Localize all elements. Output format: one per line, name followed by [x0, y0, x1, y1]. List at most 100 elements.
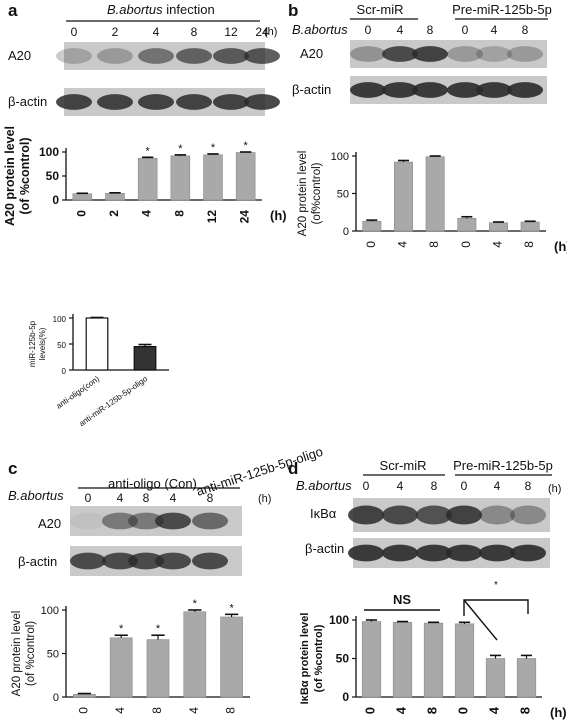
bar — [392, 622, 413, 698]
bar — [203, 154, 223, 201]
bar — [85, 317, 109, 371]
x-tick-label: 12 — [205, 210, 219, 224]
significance-star: * — [156, 623, 161, 635]
y-tick-label: 50 — [46, 169, 60, 183]
x-tick-label: 4 — [396, 241, 410, 248]
blot-band — [128, 552, 164, 570]
c-times-label: 8 — [143, 491, 150, 505]
x-tick-label: anti-oligo(con) — [54, 374, 101, 411]
x-tick-label: 8 — [172, 210, 186, 217]
significance-star: * — [178, 143, 183, 155]
panel-a: a B.abortus infection 0 2 4 8 12 24 (h) A20 β… — [8, 1, 280, 116]
sig-bracket-branch — [463, 599, 498, 641]
y-axis-label: levels(%) — [38, 327, 47, 360]
blot-band — [128, 512, 164, 530]
bar — [183, 611, 207, 698]
x-tick-label: 8 — [522, 241, 536, 248]
d-times-label: 8 — [431, 479, 438, 493]
y-axis-label: miR-125b-5p — [28, 320, 37, 367]
x-tick-label: 0 — [459, 241, 473, 248]
panel-b-group1: Scr-miR — [357, 2, 404, 17]
bar — [137, 157, 158, 201]
y-axis-label: A20 protein level — [297, 151, 309, 237]
chart-a: 0 50 100 A20 protein level (of %control) 0 2 * 4… — [3, 126, 287, 226]
d-times-label: 0 — [363, 479, 370, 493]
panel-a-blot-a20 — [56, 42, 280, 70]
panel-a-header: B.abortus infection — [107, 2, 215, 17]
x-tick-label: 8 — [150, 707, 164, 714]
b-times-label: 4 — [491, 23, 498, 37]
panel-a-row1-label: A20 — [8, 48, 31, 63]
y-axis-label: (of %control) — [18, 137, 32, 214]
bar — [362, 220, 382, 232]
blot-band — [446, 544, 482, 562]
panel-a-row2-label: β-actin — [8, 94, 47, 109]
panel-d-letter: d — [288, 459, 298, 478]
chart-c: 0 50 100 A20 protein level (of %control) 0 * 4 *… — [11, 598, 250, 714]
bar — [457, 217, 477, 232]
panel-b-times: 0 4 8 0 4 8 — [365, 23, 529, 37]
a-times-label: 2 — [112, 25, 119, 39]
y-tick-label: 100 — [53, 315, 67, 324]
blot-band — [213, 94, 249, 110]
blot-band — [155, 552, 191, 570]
blot-band — [510, 505, 546, 525]
blot-band — [382, 505, 418, 525]
blot-band — [348, 544, 384, 562]
blot-band — [476, 46, 512, 62]
d-times-label: 8 — [525, 479, 532, 493]
significance-star: * — [244, 140, 249, 152]
blot-band — [350, 46, 386, 62]
blot-band — [446, 505, 482, 525]
panel-c-letter: c — [8, 459, 17, 478]
x-tick-label: 2 — [107, 210, 121, 217]
blot-band — [97, 94, 133, 110]
b-times-label: 0 — [365, 23, 372, 37]
panel-c: c anti-oligo (Con) anti-miR-125b-5p-olig… — [8, 444, 325, 576]
x-tick-label: 8 — [224, 707, 238, 714]
ns-label: NS — [393, 592, 411, 607]
blot-band — [350, 82, 386, 98]
bar — [72, 193, 93, 201]
panel-c-unit: (h) — [258, 493, 271, 505]
bar — [220, 616, 243, 698]
x-tick-label: 4 — [487, 706, 502, 714]
bar — [489, 222, 508, 232]
y-tick-label: 0 — [343, 226, 349, 238]
blot-band — [416, 544, 452, 562]
blot-band — [176, 48, 212, 64]
blot-band — [507, 82, 543, 98]
chart-d: 0 50 100 IκBα protein level (of %control) 0 4 8… — [299, 580, 567, 720]
blot-band — [213, 48, 249, 64]
blot-band — [382, 82, 418, 98]
bar — [394, 161, 413, 232]
panel-d-row2-label: β-actin — [305, 541, 344, 556]
panel-a-blot-actin — [56, 88, 280, 116]
y-axis-label: A20 protein level — [3, 126, 17, 226]
panel-b-treat: B.abortus — [292, 22, 348, 37]
c-times-label: 4 — [170, 491, 177, 505]
bar — [133, 346, 157, 371]
blot-band — [412, 46, 448, 62]
bar — [109, 637, 133, 698]
blot-band — [507, 46, 543, 62]
y-tick-label: 100 — [329, 613, 349, 627]
panel-c-blot-actin — [70, 546, 242, 576]
panel-a-header-rest: infection — [163, 2, 215, 17]
blot-band — [102, 552, 138, 570]
y-axis-label: (of %control) — [313, 624, 325, 692]
blot-band — [447, 82, 483, 98]
x-tick-label: 0 — [456, 707, 471, 714]
x-unit-label: (h) — [270, 208, 287, 223]
a-times-label: 0 — [71, 25, 78, 39]
x-tick-label: 4 — [187, 707, 201, 714]
panel-d-blot-actin — [348, 538, 550, 568]
x-tick-label: 4 — [113, 707, 127, 714]
x-unit-label: (h) — [554, 239, 567, 254]
bar — [170, 155, 191, 201]
y-axis-label: IκBα protein level — [299, 613, 311, 705]
blot-band — [447, 46, 483, 62]
bar — [425, 156, 445, 232]
bar — [73, 694, 96, 698]
